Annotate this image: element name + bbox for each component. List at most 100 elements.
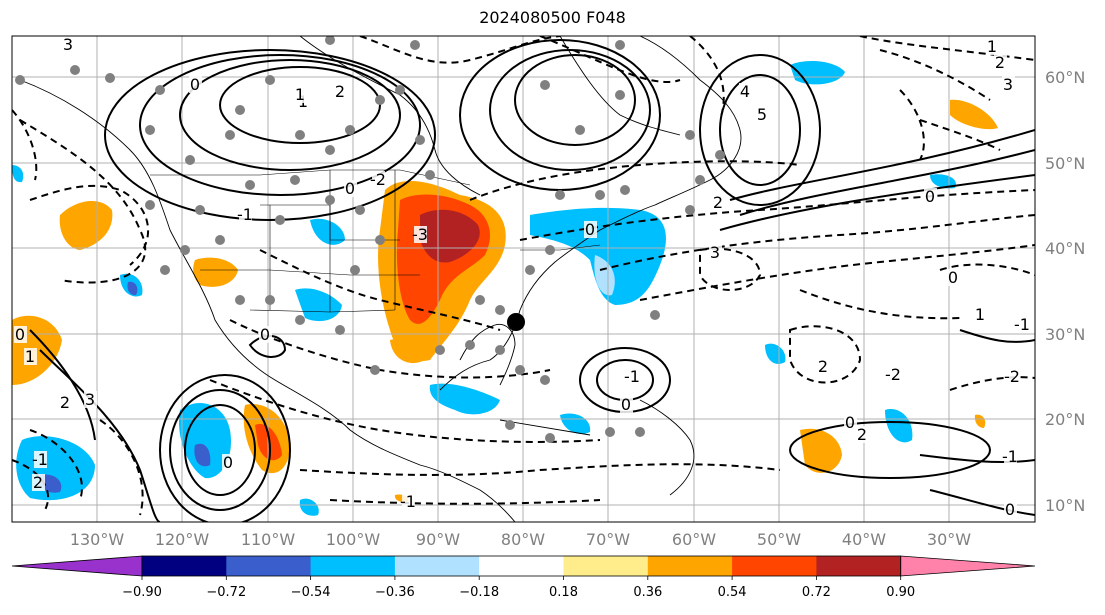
latitude-label: 60°N [1045,68,1085,87]
contour-label-bg [32,474,45,491]
colorbar-labels: −0.90 −0.72 −0.54 −0.36 −0.18 0.18 0.36 0.54 0.7… [122,576,915,600]
contour-label: 2 [818,357,828,376]
colorbar-tick-label: −0.54 [291,585,331,600]
contour-label: -1 [1014,315,1030,334]
contour-label: -1 [400,492,416,511]
longitude-label: 110°W [241,530,296,549]
contour-label: 1 [295,85,305,104]
colorbar-segment [732,556,817,576]
latitude-label: 40°N [1045,239,1085,258]
contour-label-bg [924,188,937,205]
contour-label: 3 [63,35,73,54]
contour-label-bg [817,358,830,375]
contour-label: -2 [885,365,901,384]
contour-label: -2 [1004,367,1020,386]
focus-station-marker [507,313,525,331]
longitude-label: 90°W [416,530,460,549]
colorbar-segment [479,556,564,576]
contour-label-bg [1002,76,1015,93]
contour-label-bg [620,396,633,413]
contour-label: -1 [237,205,253,224]
colorbar-segment [310,556,396,576]
contour-label-bg [1016,316,1029,333]
longitude-label: 40°W [842,530,886,549]
station-dots [15,36,725,443]
contour-label: 2 [995,53,1005,72]
solid-contours [29,39,1035,522]
dashed-contours [12,36,1035,516]
contour-label: 0 [925,187,935,206]
contour-label: 0 [15,325,25,344]
latitude-label: 50°N [1045,154,1085,173]
colorbar-tick-label: 0.72 [802,585,831,600]
colorbar-tick-label: −0.36 [375,585,415,600]
contour-label: 0 [621,395,631,414]
contour-label: -1 [32,450,48,469]
contour-label-bg [222,454,235,471]
contour-label: -2 [370,170,386,189]
contour-label-bg [84,391,97,408]
contour-label-bg [844,414,857,431]
latitude-labels: 60°N 50°N 40°N 30°N 20°N 10°N [1045,68,1085,515]
colorbar-extend-low [11,555,143,577]
contour-label: 4 [740,82,750,101]
colorbar-tick-label: 0.90 [886,585,915,600]
latitude-label: 30°N [1045,325,1085,344]
colorbar-segment [816,556,902,576]
contour-label: -1 [624,367,640,386]
colorbar-outline [141,555,902,577]
colorbar-tick-label: 0.54 [718,585,747,600]
contour-label: -3 [412,225,428,244]
colorbar-extend-high [900,555,1036,577]
map-title: 2024080500 F048 [479,8,626,27]
longitude-label: 80°W [501,530,545,549]
contour-label-bg [1004,501,1017,518]
contour-label: 0 [223,453,233,472]
contour-label-bg [739,83,752,100]
longitude-label: 50°W [757,530,801,549]
colorbar-tick-label: −0.72 [206,585,246,600]
contour-label: 0 [948,268,958,287]
contour-label-bg [994,54,1007,71]
contour-label-bg [1006,368,1019,385]
colorbar-segment [394,556,480,576]
borders [150,169,601,313]
contour-label-bg [34,451,47,468]
contour-label-bg [14,326,27,343]
contour-label: 3 [1003,75,1013,94]
contour-label-bg [24,348,37,365]
longitude-label: 30°W [927,530,971,549]
contour-label: 2 [60,393,70,412]
colorbar-segment [563,556,649,576]
longitude-label: 100°W [326,530,381,549]
contour-label: 0 [585,220,595,239]
colorbar-segment [226,556,312,576]
contour-label: -1 [1002,447,1018,466]
contour-label-bg [626,368,639,385]
contour-labels: 3210-1-2-3450123-1-20120-10-1232010-1032… [14,35,1030,519]
latitude-label: 20°N [1045,410,1085,429]
contour-label: 5 [757,105,767,124]
contour-label-bg [414,226,427,243]
contour-label-bg [344,180,357,197]
colorbar-tick-label: −0.18 [459,585,499,600]
contour-label: 2 [713,193,723,212]
contour-label-bg [584,221,597,238]
contour-label: 1 [25,347,35,366]
contour-label: 2 [33,473,43,492]
contour-label-bg [239,206,252,223]
contour-label: 1 [987,37,997,56]
contour-label-bg [856,426,869,443]
contour-label-bg [947,269,960,286]
map-border [11,35,1036,523]
colorbar-segment [142,556,227,576]
colorbar-tick-label: 0.18 [549,585,578,600]
colorbar-segment [647,556,733,576]
contour-label-bg [709,244,722,261]
contour-label: 0 [260,325,270,344]
graticule [12,36,1035,522]
contour-label-bg [402,493,415,510]
latitude-label: 10°N [1045,496,1085,515]
contour-label: 1 [975,305,985,324]
contour-label-bg [294,86,307,103]
